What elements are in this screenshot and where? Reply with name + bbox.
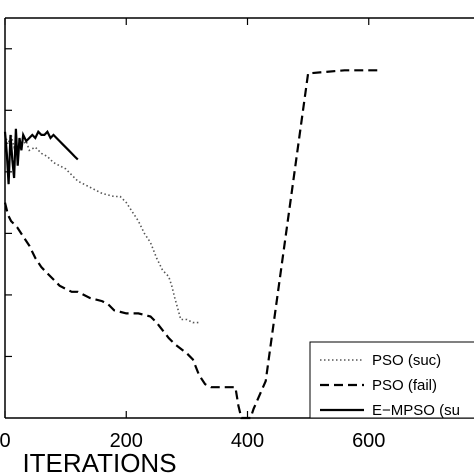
x-axis-title: ITERATIONS bbox=[22, 448, 176, 474]
legend-label-pso-fail: PSO (fail) bbox=[372, 377, 437, 394]
legend-label-e-mpso: E−MPSO (su bbox=[372, 402, 460, 419]
series-line-1 bbox=[3, 69, 381, 420]
tick-labels: 0 200 400 600 bbox=[0, 430, 385, 452]
series-line-0 bbox=[4, 132, 199, 324]
legend: PSO (suc) PSO (fail) E−MPSO (su bbox=[309, 341, 474, 419]
legend-box bbox=[309, 341, 474, 419]
legend-label-pso-suc: PSO (suc) bbox=[372, 352, 441, 369]
x-tick-label: 600 bbox=[352, 430, 385, 452]
x-tick-label: 200 bbox=[110, 430, 143, 452]
x-tick-label: 400 bbox=[231, 430, 264, 452]
x-tick-label: 0 bbox=[0, 430, 11, 452]
series-layer bbox=[3, 69, 381, 420]
series-line-2 bbox=[3, 128, 79, 185]
